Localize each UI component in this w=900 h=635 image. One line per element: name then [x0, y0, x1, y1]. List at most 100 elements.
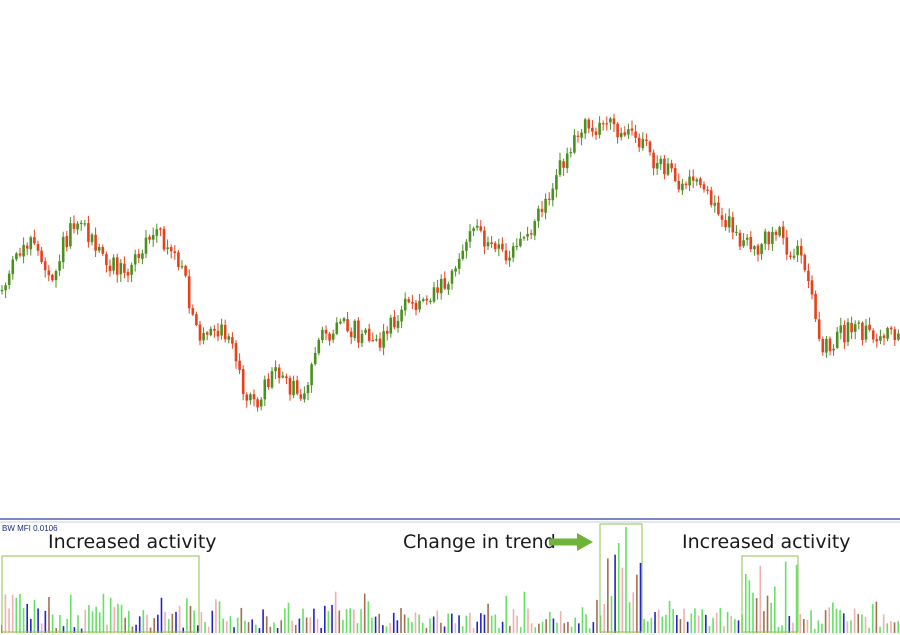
candle-body: [479, 226, 483, 231]
candle-body: [169, 247, 173, 252]
candle-body: [195, 314, 198, 326]
mfi-bar: [530, 623, 533, 633]
mfi-bar: [487, 603, 489, 633]
candle-body: [641, 138, 645, 148]
mfi-bar: [882, 614, 885, 633]
mfi-bar: [614, 554, 616, 633]
candle-body: [645, 139, 648, 142]
candle-body: [735, 231, 738, 233]
mfi-bar: [708, 626, 711, 633]
mfi-bar: [37, 608, 39, 633]
candle-body: [25, 245, 29, 249]
mfi-bar: [338, 610, 341, 633]
mfi-bar: [157, 614, 159, 633]
mfi-bar: [200, 611, 203, 633]
mfi-bar: [280, 620, 283, 633]
mfi-bar: [527, 608, 529, 633]
mfi-bar: [879, 626, 881, 633]
candle-body: [331, 333, 335, 340]
arrow-right-icon: [549, 533, 593, 551]
mfi-bar: [62, 626, 65, 633]
candle-body: [663, 158, 666, 175]
candle-body: [853, 324, 857, 332]
mfi-bar: [650, 617, 653, 633]
candle-body: [767, 232, 771, 245]
candle-body: [886, 328, 889, 339]
candle-body: [360, 333, 364, 343]
candle-body: [256, 399, 259, 408]
candle-body: [184, 265, 187, 276]
candle-body: [763, 231, 767, 244]
mfi-bar: [857, 613, 860, 633]
candle-body: [385, 330, 389, 334]
candle-body: [857, 322, 861, 324]
mfi-bar: [570, 626, 573, 633]
mfi-bar: [592, 622, 595, 633]
mfi-bar: [349, 608, 351, 633]
candle-body: [825, 338, 828, 353]
candle-body: [234, 343, 238, 362]
mfi-bar: [374, 616, 377, 633]
candle-body: [285, 376, 288, 379]
candle-body: [627, 129, 630, 135]
candle-body: [814, 293, 817, 319]
candle-body: [342, 318, 346, 322]
candle-body: [515, 245, 519, 248]
mfi-bar: [80, 628, 83, 633]
candle-body: [432, 287, 436, 302]
mfi-bar: [443, 626, 446, 633]
annotation-increased-activity-right: Increased activity: [682, 531, 851, 553]
candle-body: [418, 300, 421, 310]
candle-body: [0, 290, 4, 292]
candle-body: [544, 198, 547, 213]
mfi-bar: [759, 565, 762, 633]
candle-body: [18, 253, 22, 256]
mfi-bar: [48, 597, 50, 633]
mfi-bar: [153, 618, 156, 633]
mfi-bar: [389, 622, 391, 633]
annotation-increased-activity-left: Increased activity: [48, 531, 217, 553]
candle-body: [76, 223, 79, 230]
mfi-bar: [59, 614, 61, 633]
mfi-bar: [240, 607, 243, 633]
candle-body: [148, 236, 151, 240]
candle-body: [843, 324, 846, 343]
candle-body: [97, 246, 101, 251]
mfi-bar: [893, 622, 896, 633]
candle-body: [83, 223, 87, 225]
candle-body: [407, 299, 411, 303]
mfi-bar: [871, 604, 874, 633]
candle-body: [526, 233, 529, 237]
mfi-bar: [563, 623, 566, 633]
candle-body: [702, 184, 706, 190]
mfi-bar: [781, 625, 783, 633]
candle-body: [15, 253, 18, 260]
mfi-bar: [454, 623, 457, 633]
mfi-bar: [251, 619, 254, 633]
mfi-bar: [102, 593, 105, 633]
mfi-bar: [447, 613, 449, 633]
candle-body: [562, 161, 565, 168]
mfi-bar: [552, 618, 555, 633]
mfi-bar: [193, 610, 195, 633]
candle-body: [529, 233, 533, 235]
candle-body: [346, 319, 349, 332]
mfi-bar: [19, 593, 21, 633]
candle-body: [630, 128, 634, 131]
mfi-bar: [523, 591, 526, 633]
candle-body: [112, 257, 115, 271]
candle-body: [709, 190, 713, 205]
mfi-bar: [211, 610, 214, 633]
mfi-bar: [106, 624, 108, 633]
mfi-bar: [378, 613, 381, 633]
mfi-bar: [621, 567, 624, 633]
candle-body: [511, 246, 515, 258]
candle-body: [339, 321, 342, 324]
mfi-bar: [763, 611, 765, 633]
candle-body: [677, 180, 681, 190]
candle-body: [443, 278, 447, 289]
candle-body: [108, 265, 112, 272]
activity-box-left: [1, 555, 200, 633]
candle-body: [303, 393, 306, 400]
candle-body: [864, 325, 868, 340]
